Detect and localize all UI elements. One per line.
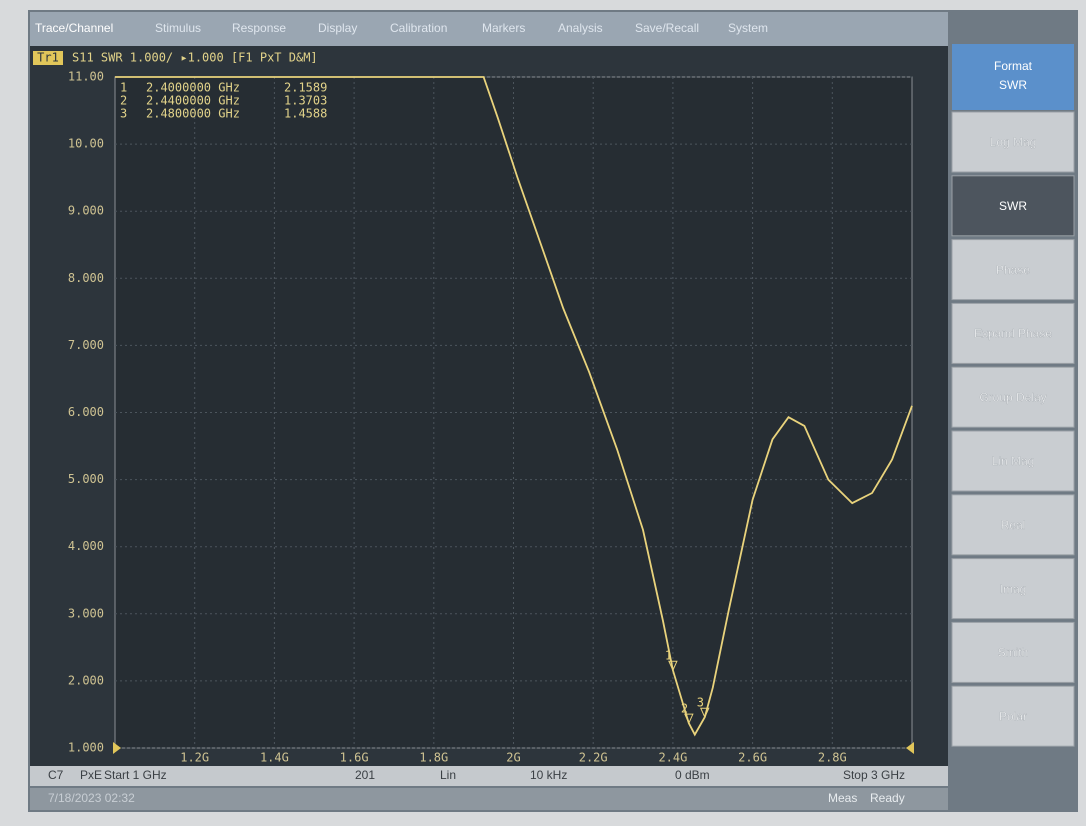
status-bar (30, 766, 948, 786)
menu-item[interactable]: Response (232, 21, 286, 35)
footer-meas: Meas (828, 791, 857, 805)
readout-id: 1 (120, 81, 127, 95)
status-channel: C7 (48, 768, 64, 782)
readout-value: 2.1589 (284, 81, 327, 95)
softkey-label[interactable]: Phase (996, 263, 1031, 277)
trace-tag: Tr1 (37, 51, 59, 65)
softkey[interactable] (951, 430, 1075, 492)
trace-header: S11 SWR 1.000/ ▸1.000 [F1 PxT D&M] (72, 51, 318, 65)
softkey[interactable] (951, 302, 1075, 364)
x-tick-label: 1.6G (340, 751, 369, 765)
softkey-label[interactable]: Group Delay (979, 390, 1047, 404)
x-tick-label: 2.4G (658, 751, 687, 765)
softkey-header: Format (994, 59, 1033, 73)
y-tick-label: 4.000 (68, 539, 104, 553)
menu-item[interactable]: Display (318, 21, 357, 35)
x-tick-label: 1.8G (419, 751, 448, 765)
status-stop: Stop 3 GHz (843, 768, 905, 782)
menu-item[interactable]: Save/Recall (635, 21, 699, 35)
softkey[interactable] (951, 175, 1075, 237)
y-tick-label: 3.000 (68, 606, 104, 620)
softkey[interactable] (951, 685, 1075, 747)
softkey-label[interactable]: SWR (999, 199, 1027, 213)
softkey[interactable] (951, 239, 1075, 301)
ref-arrow (113, 742, 121, 754)
softkey-header-bg (952, 44, 1074, 110)
footer-ready: Ready (870, 791, 905, 805)
marker-id: 1 (665, 649, 672, 663)
status-mode: PxE (80, 768, 102, 782)
status-sweep: Lin (440, 768, 456, 782)
status-ifbw: 10 kHz (530, 768, 567, 782)
x-tick-label: 2G (506, 751, 520, 765)
marker (684, 713, 694, 725)
status-points: 201 (355, 768, 375, 782)
x-tick-label: 2.6G (738, 751, 767, 765)
readout-value: 1.4588 (284, 107, 327, 121)
x-tick-label: 2.2G (579, 751, 608, 765)
menu-item[interactable]: Trace/Channel (35, 21, 113, 35)
trace-tag-box (33, 51, 63, 65)
softkey-label[interactable]: Imag (1000, 582, 1027, 596)
x-tick-label: 1.4G (260, 751, 289, 765)
readout-freq: 2.4800000 GHz (146, 107, 240, 121)
trace (115, 76, 913, 737)
menu-item[interactable]: System (728, 21, 768, 35)
softkey[interactable] (951, 494, 1075, 556)
menu-item[interactable]: Calibration (390, 21, 447, 35)
x-tick-label: 1.2G (180, 751, 209, 765)
footer-bar (30, 788, 948, 810)
softkey-header-value: SWR (999, 78, 1027, 92)
softkey-label[interactable]: Expand Phase (974, 326, 1053, 341)
x-tick-label: 2.8G (818, 751, 847, 765)
y-tick-label: 1.000 (68, 741, 104, 755)
softkey[interactable] (951, 558, 1075, 620)
y-tick-label: 9.000 (68, 204, 104, 218)
softkey-label[interactable]: Lin Mag (991, 454, 1035, 468)
y-tick-label: 11.00 (68, 70, 104, 84)
readout-freq: 2.4000000 GHz (146, 81, 240, 95)
y-tick-label: 6.000 (68, 405, 104, 419)
ref-arrow (906, 742, 914, 754)
menu-bar (30, 12, 948, 46)
marker (700, 707, 710, 719)
y-tick-label: 8.000 (68, 271, 104, 285)
readout-freq: 2.4400000 GHz (146, 94, 240, 108)
marker (668, 660, 678, 672)
marker-id: 2 (681, 702, 688, 716)
menu-item[interactable]: Analysis (558, 21, 603, 35)
readout-id: 3 (120, 107, 127, 121)
menu-item[interactable]: Markers (482, 21, 525, 35)
y-tick-label: 10.00 (68, 137, 104, 151)
readout-value: 1.3703 (284, 94, 327, 108)
softkey-label[interactable]: Real (1001, 518, 1026, 532)
menu-item[interactable]: Stimulus (155, 21, 201, 35)
readout-id: 2 (120, 94, 127, 108)
softkey-label[interactable]: Smith (998, 645, 1029, 660)
softkey[interactable] (951, 111, 1075, 173)
y-tick-label: 7.000 (68, 338, 104, 352)
status-power: 0 dBm (675, 768, 710, 782)
status-start: Start 1 GHz (104, 768, 167, 782)
softkey-label[interactable]: Log Mag (989, 135, 1037, 149)
marker-id: 3 (697, 696, 704, 710)
softkey[interactable] (951, 366, 1075, 428)
y-tick-label: 2.000 (68, 673, 104, 687)
y-tick-label: 5.000 (68, 472, 104, 486)
softkey[interactable] (951, 621, 1075, 683)
footer-datetime: 7/18/2023 02:32 (48, 791, 135, 805)
softkey-label[interactable]: Polar (999, 709, 1027, 723)
